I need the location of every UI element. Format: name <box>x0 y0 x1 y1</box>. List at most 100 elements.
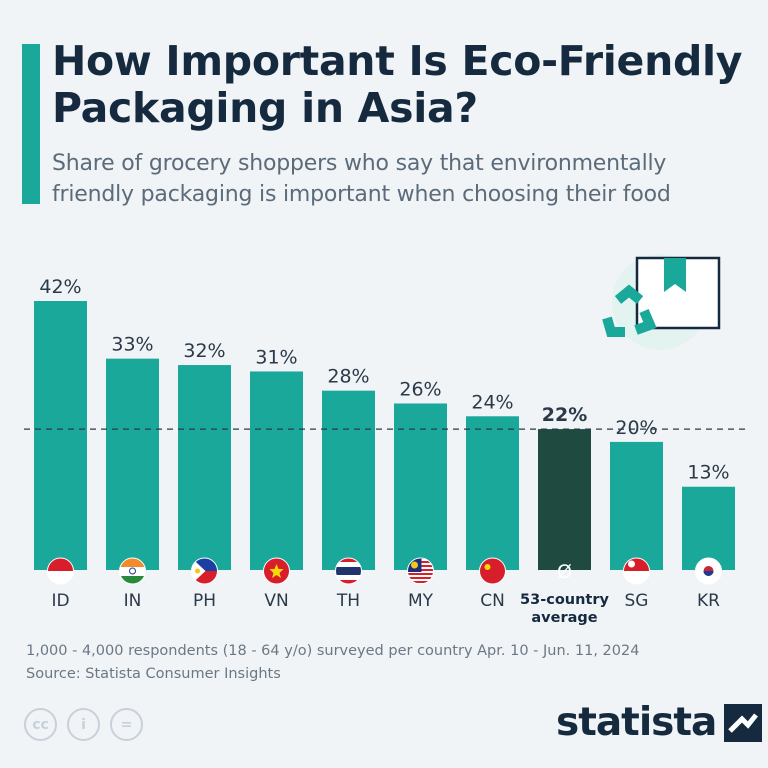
bar <box>250 371 303 570</box>
bar <box>610 441 663 570</box>
flag-part <box>407 573 434 575</box>
bars-group: 42% ID 33% IN 32% PH 31% VN 28% TH 26% MY 24% CN 22% Ø 5… <box>24 276 748 626</box>
recycle-icon <box>602 284 657 337</box>
bar <box>682 486 735 570</box>
flag-part <box>407 575 434 577</box>
bar <box>394 403 447 570</box>
flag-part <box>195 568 200 574</box>
average-symbol: Ø <box>557 561 572 583</box>
data-label: 42% <box>39 276 81 298</box>
license-icons: cc i = <box>24 708 143 741</box>
data-label: 26% <box>399 378 441 400</box>
flag-part <box>479 558 506 584</box>
flag-part <box>335 562 362 567</box>
flag-fill <box>119 558 146 584</box>
no-derivatives-icon[interactable]: = <box>110 708 143 741</box>
bar <box>322 390 375 570</box>
flag-part <box>47 558 74 571</box>
flag-part <box>407 581 434 583</box>
flag-in-icon <box>119 557 146 585</box>
flag-rim <box>335 557 362 585</box>
tick-label: VN <box>264 591 288 611</box>
flag-part <box>119 558 146 567</box>
source-note: Source: Statista Consumer Insights <box>26 666 281 682</box>
data-label: 32% <box>183 340 225 362</box>
flag-part <box>335 567 362 575</box>
statista-logo[interactable]: statista <box>556 700 763 745</box>
title-accent-bar <box>22 44 40 204</box>
flag-kr-icon <box>695 557 722 585</box>
flag-rim <box>263 557 290 585</box>
tick-label: TH <box>336 591 360 611</box>
flag-part <box>411 561 418 569</box>
flag-th-icon <box>335 557 362 585</box>
chart-title: How Important Is Eco-Friendly Packaging … <box>52 37 743 132</box>
bar <box>178 365 231 570</box>
flag-rim <box>191 557 218 585</box>
statista-logo-icon <box>724 703 763 742</box>
attribution-icon[interactable]: i <box>67 708 100 741</box>
package-tape-icon <box>664 258 686 292</box>
data-label: 24% <box>471 391 513 413</box>
flag-part <box>119 576 146 584</box>
flag-fill <box>47 558 74 584</box>
flag-rim <box>479 557 506 585</box>
flag-ph-icon <box>191 557 218 585</box>
tick-label: KR <box>697 591 720 611</box>
flag-part <box>119 567 146 576</box>
flag-rim <box>695 557 722 585</box>
flag-part <box>335 558 362 562</box>
flag-part <box>129 567 136 575</box>
bar <box>466 416 519 570</box>
bar <box>34 301 87 570</box>
respondents-note: 1,000 - 4,000 respondents (18 - 64 y/o) … <box>26 643 640 659</box>
tick-label: IN <box>124 591 142 611</box>
creative-commons-icon[interactable]: cc <box>24 708 57 741</box>
bar <box>106 358 159 570</box>
tick-label: CN <box>480 591 505 611</box>
flag-part <box>335 575 362 580</box>
flag-fill <box>191 558 218 584</box>
flag-part <box>407 577 434 579</box>
brand-name: statista <box>556 700 717 745</box>
average-bar <box>538 429 591 570</box>
tick-label: average <box>531 610 597 626</box>
chart-subtitle: Share of grocery shoppers who say that e… <box>52 151 671 207</box>
flag-rim <box>119 557 146 585</box>
flag-rim <box>623 557 650 585</box>
flag-fill <box>335 558 362 584</box>
tick-label: PH <box>193 591 216 611</box>
data-label: 22% <box>542 404 587 426</box>
flag-fill <box>623 558 650 584</box>
tick-label: MY <box>408 591 434 611</box>
footnote: 1,000 - 4,000 respondents (18 - 64 y/o) … <box>26 640 639 686</box>
flag-vn-icon <box>263 557 290 585</box>
tick-label: 53-country <box>520 592 609 608</box>
data-label: 13% <box>687 462 729 484</box>
tick-label: ID <box>51 591 69 611</box>
recycle-package-illustration <box>602 254 721 350</box>
flag-part <box>47 571 74 584</box>
flag-part <box>407 579 434 581</box>
tick-label: SG <box>625 591 649 611</box>
data-label: 31% <box>255 346 297 368</box>
flag-fill <box>263 558 290 584</box>
flag-part <box>335 580 362 584</box>
data-label: 28% <box>327 366 369 388</box>
flag-rim <box>47 557 74 585</box>
flag-rim <box>407 557 434 585</box>
bar-chart: 42% ID 33% IN 32% PH 31% VN 28% TH 26% MY 24% CN 22% Ø 5… <box>24 254 748 626</box>
flag-id-icon <box>47 557 74 585</box>
flag-part <box>703 571 714 576</box>
flag-my-icon <box>407 557 434 585</box>
flag-sg-icon <box>623 557 650 585</box>
flag-part <box>484 564 491 570</box>
flag-part <box>269 564 284 578</box>
data-label: 20% <box>615 417 657 439</box>
flag-part <box>623 571 650 584</box>
data-label: 33% <box>111 334 153 356</box>
flag-fill <box>479 558 506 584</box>
flag-fill <box>695 558 722 584</box>
flag-cn-icon <box>479 557 506 585</box>
flag-part <box>628 560 635 568</box>
